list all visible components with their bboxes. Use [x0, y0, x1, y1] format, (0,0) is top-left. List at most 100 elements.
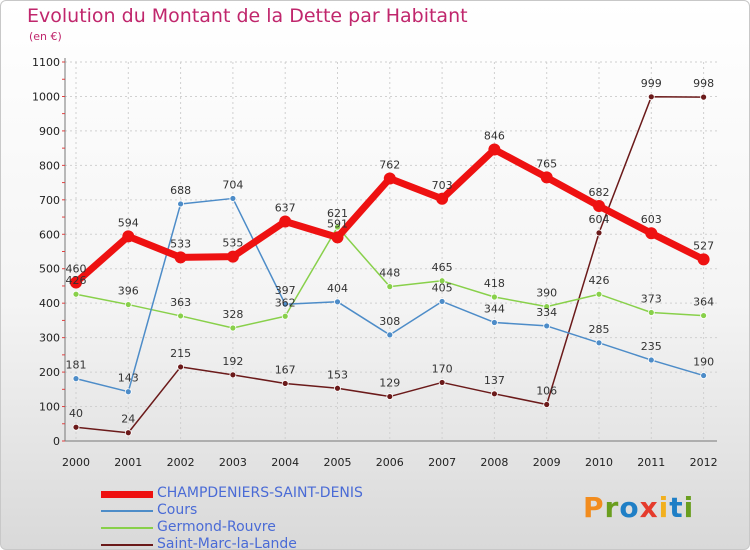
data-label: 591: [327, 217, 348, 230]
data-point: [543, 322, 551, 330]
data-point: [595, 229, 603, 237]
y-tick-label: 0: [53, 435, 60, 448]
x-tick-label: 2007: [428, 456, 456, 469]
data-label: 362: [275, 296, 296, 309]
data-label: 999: [641, 77, 662, 90]
x-tick-label: 2008: [480, 456, 508, 469]
y-tick-label: 600: [39, 228, 60, 241]
y-tick-label: 800: [39, 159, 60, 172]
legend-label: Cours: [157, 502, 198, 518]
legend-swatch: [101, 490, 153, 498]
y-tick-label: 700: [39, 194, 60, 207]
data-point: [281, 380, 289, 387]
logo-letter: o: [619, 491, 640, 524]
data-label: 143: [118, 372, 139, 385]
data-label: 153: [327, 368, 348, 381]
data-point: [543, 303, 551, 311]
data-point: [543, 401, 551, 408]
data-label: 328: [222, 308, 243, 321]
x-tick-label: 2004: [271, 456, 299, 469]
data-label: 418: [484, 277, 505, 290]
data-point: [331, 231, 344, 244]
x-tick-label: 2011: [637, 456, 665, 469]
data-point: [281, 312, 289, 320]
data-label: 846: [484, 130, 505, 143]
x-tick-label: 2002: [167, 456, 195, 469]
data-point: [647, 309, 655, 316]
data-label: 344: [484, 302, 505, 315]
data-point: [174, 251, 187, 264]
x-tick-label: 2000: [62, 456, 90, 469]
data-point: [700, 93, 707, 101]
data-point: [488, 143, 501, 156]
data-point: [697, 253, 710, 266]
data-label: 465: [432, 261, 453, 274]
data-point: [177, 363, 185, 371]
data-label: 404: [327, 282, 348, 295]
data-point: [124, 301, 132, 308]
data-point: [436, 192, 449, 205]
legend-label: CHAMPDENIERS-SAINT-DENIS: [157, 485, 363, 501]
data-label: 704: [222, 178, 243, 191]
y-tick-label: 500: [39, 263, 60, 276]
data-point: [386, 393, 394, 400]
logo-letter: i: [658, 491, 670, 524]
data-label: 167: [275, 363, 296, 376]
data-point: [177, 200, 185, 208]
data-label: 703: [432, 179, 453, 192]
data-point: [122, 230, 135, 243]
data-label: 594: [118, 216, 139, 229]
logo-letter: x: [639, 491, 659, 524]
data-label: 535: [222, 237, 243, 250]
data-point: [700, 372, 707, 379]
data-label: 181: [66, 359, 87, 372]
data-point: [229, 195, 237, 202]
data-label: 129: [379, 377, 400, 390]
data-label: 137: [484, 374, 505, 387]
x-tick-label: 2012: [690, 456, 718, 469]
data-label: 765: [536, 157, 557, 170]
data-label: 363: [170, 296, 191, 309]
data-label: 396: [118, 285, 139, 298]
x-tick-label: 2003: [219, 456, 247, 469]
data-label: 373: [641, 292, 662, 305]
proxiti-logo: Proxiti: [583, 491, 694, 524]
logo-letter: t: [669, 491, 684, 524]
data-label: 170: [432, 362, 453, 375]
logo-letter: r: [604, 491, 620, 524]
x-tick-label: 2009: [533, 456, 561, 469]
data-point: [72, 375, 80, 383]
legend-swatch: [101, 544, 153, 546]
data-label: 192: [222, 355, 243, 368]
data-label: 405: [432, 281, 453, 294]
data-point: [383, 172, 396, 185]
y-tick-label: 1100: [32, 56, 60, 69]
data-label: 390: [536, 287, 557, 300]
data-label: 40: [69, 407, 83, 420]
y-tick-label: 200: [39, 366, 60, 379]
data-point: [334, 298, 341, 306]
data-point: [645, 227, 658, 240]
data-point: [229, 371, 237, 379]
y-tick-label: 100: [39, 401, 60, 414]
data-label: 215: [170, 347, 191, 360]
data-label: 106: [536, 384, 557, 397]
x-tick-label: 2001: [114, 456, 142, 469]
data-point: [281, 300, 289, 308]
data-point: [386, 331, 394, 339]
data-label: 397: [275, 284, 296, 297]
x-tick-label: 2006: [376, 456, 404, 469]
legend-swatch: [101, 510, 153, 512]
data-point: [490, 319, 498, 326]
data-point: [647, 356, 655, 364]
data-label: 604: [589, 213, 610, 226]
chart-title: Evolution du Montant de la Dette par Hab…: [27, 5, 468, 27]
data-point: [438, 277, 446, 285]
data-point: [595, 339, 603, 347]
data-label: 426: [66, 274, 87, 287]
data-point: [490, 390, 498, 398]
y-tick-label: 300: [39, 332, 60, 345]
data-point: [177, 312, 185, 320]
